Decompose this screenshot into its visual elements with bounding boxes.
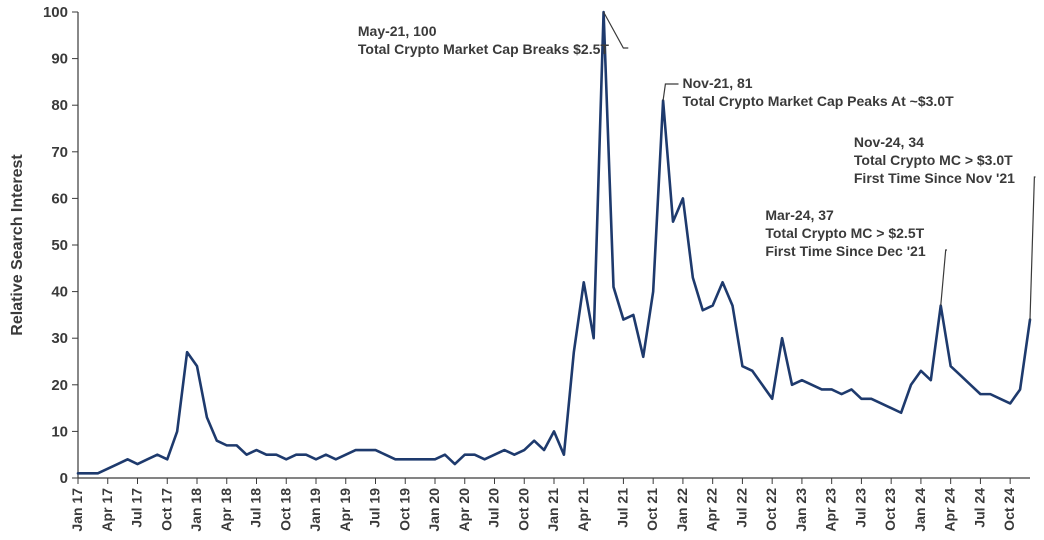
x-tick-label: Jul 18 xyxy=(248,488,264,528)
x-tick-label: Oct 20 xyxy=(515,488,531,531)
y-tick-label: 70 xyxy=(51,144,68,161)
y-tick-label: 80 xyxy=(51,97,68,114)
annotation: Nov-21, 81 Total Crypto Market Cap Peaks … xyxy=(663,75,954,109)
annotation-leader xyxy=(941,250,947,306)
annotation-text: Total Crypto Market Cap Breaks $2.5T xyxy=(358,41,609,57)
x-tick-label: Apr 19 xyxy=(337,488,353,532)
x-tick-label: Jul 19 xyxy=(367,488,383,528)
y-tick-label: 30 xyxy=(51,330,68,347)
x-tick-label: Apr 22 xyxy=(704,488,720,532)
x-tick-label: Oct 18 xyxy=(277,488,293,531)
x-tick-label: Oct 21 xyxy=(644,488,660,531)
annotation: May-21, 100 Total Crypto Market Cap Break… xyxy=(358,12,628,57)
x-tick-label: Jul 24 xyxy=(971,488,987,528)
y-tick-label: 90 xyxy=(51,51,68,68)
x-tick-label: Apr 20 xyxy=(456,488,472,532)
x-tick-label: Jul 22 xyxy=(733,488,749,528)
annotation-text: Total Crypto MC > $2.5T xyxy=(765,225,924,241)
x-tick-label: Jan 24 xyxy=(912,488,928,532)
annotation-text: Total Crypto Market Cap Peaks At ~$3.0T xyxy=(683,93,955,109)
x-tick-label: Jul 17 xyxy=(129,488,145,528)
x-tick-label: Apr 21 xyxy=(575,488,591,532)
chart-container: 0 10 20 30 40 50 60 70 80 90 100 Relative Search In… xyxy=(0,0,1044,540)
y-tick-label: 100 xyxy=(43,4,68,21)
x-tick-label: Apr 24 xyxy=(942,488,958,532)
annotation-leader xyxy=(1030,177,1035,320)
annotation-text: Nov-24, 34 xyxy=(854,134,924,150)
annotation: Mar-24, 37 Total Crypto MC > $2.5T First T… xyxy=(765,207,947,306)
x-tick-label: Jan 20 xyxy=(426,488,442,532)
annotation-text: Total Crypto MC > $3.0T xyxy=(854,152,1013,168)
annotation-text: First Time Since Dec '21 xyxy=(765,243,925,259)
x-tick-label: Oct 23 xyxy=(882,488,898,531)
x-tick-label: Apr 17 xyxy=(99,488,115,532)
x-tick-label: Jul 20 xyxy=(486,488,502,528)
annotation-leader xyxy=(663,84,678,101)
x-tick-label: Apr 18 xyxy=(218,488,234,532)
y-tick-label: 10 xyxy=(51,423,68,440)
x-tick-label: Jan 21 xyxy=(545,488,561,532)
x-tick-label: Jan 23 xyxy=(793,488,809,532)
x-tick-label: Jan 17 xyxy=(69,488,85,532)
y-tick-label: 50 xyxy=(51,237,68,254)
x-tick-label: Jan 22 xyxy=(674,488,690,532)
x-tick-label: Oct 19 xyxy=(396,488,412,531)
x-tick-label: Oct 22 xyxy=(763,488,779,531)
y-tick-label: 40 xyxy=(51,284,68,301)
annotation-text: First Time Since Nov '21 xyxy=(854,170,1015,186)
x-tick-label: Apr 23 xyxy=(823,488,839,532)
x-tick-label: Jan 19 xyxy=(307,488,323,532)
x-tick-label: Jan 18 xyxy=(188,488,204,532)
y-tick-label: 0 xyxy=(60,470,68,487)
x-tick-label: Oct 24 xyxy=(1001,488,1017,531)
annotation-text: May-21, 100 xyxy=(358,23,437,39)
x-tick-label: Jul 21 xyxy=(614,488,630,528)
annotation-text: Nov-21, 81 xyxy=(683,75,753,91)
x-tick-label: Oct 17 xyxy=(158,488,174,531)
y-tick-label: 60 xyxy=(51,190,68,207)
y-tick-label: 20 xyxy=(51,377,68,394)
line-chart: 0 10 20 30 40 50 60 70 80 90 100 Relative Search In… xyxy=(0,0,1044,540)
annotation-text: Mar-24, 37 xyxy=(765,207,834,223)
y-axis-title: Relative Search Interest xyxy=(9,154,26,336)
x-tick-label: Jul 23 xyxy=(852,488,868,528)
